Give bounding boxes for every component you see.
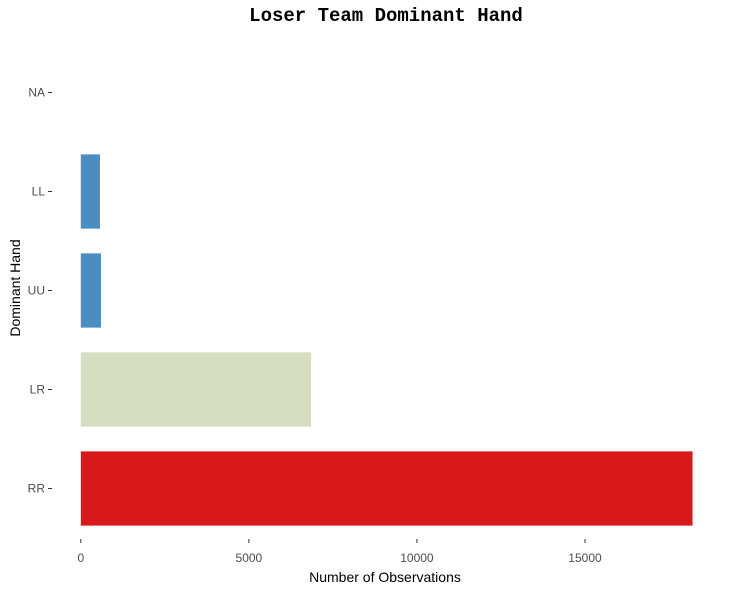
y-tick-label-rr: RR xyxy=(28,482,46,496)
y-tick-label-lr: LR xyxy=(30,383,46,397)
x-axis-ticks: 0 5000 10000 15000 xyxy=(77,539,602,565)
bar-lr xyxy=(80,352,312,427)
y-axis-ticks: RR LR UU LL NA xyxy=(28,86,52,496)
bars-group xyxy=(80,154,693,526)
bar-uu xyxy=(80,253,101,328)
y-tick-label-uu: UU xyxy=(28,284,45,298)
chart-title: Loser Team Dominant Hand xyxy=(249,5,523,27)
y-tick-label-ll: LL xyxy=(32,185,46,199)
x-tick-label-0: 0 xyxy=(77,551,84,565)
y-tick-label-na: NA xyxy=(28,86,45,100)
x-tick-label-5000: 5000 xyxy=(236,551,263,565)
x-axis-label: Number of Observations xyxy=(309,569,461,585)
bar-rr xyxy=(80,451,693,526)
x-tick-label-10000: 10000 xyxy=(400,551,434,565)
bar-ll xyxy=(80,154,100,229)
x-tick-label-15000: 15000 xyxy=(568,551,602,565)
y-axis-label: Dominant Hand xyxy=(7,239,23,336)
